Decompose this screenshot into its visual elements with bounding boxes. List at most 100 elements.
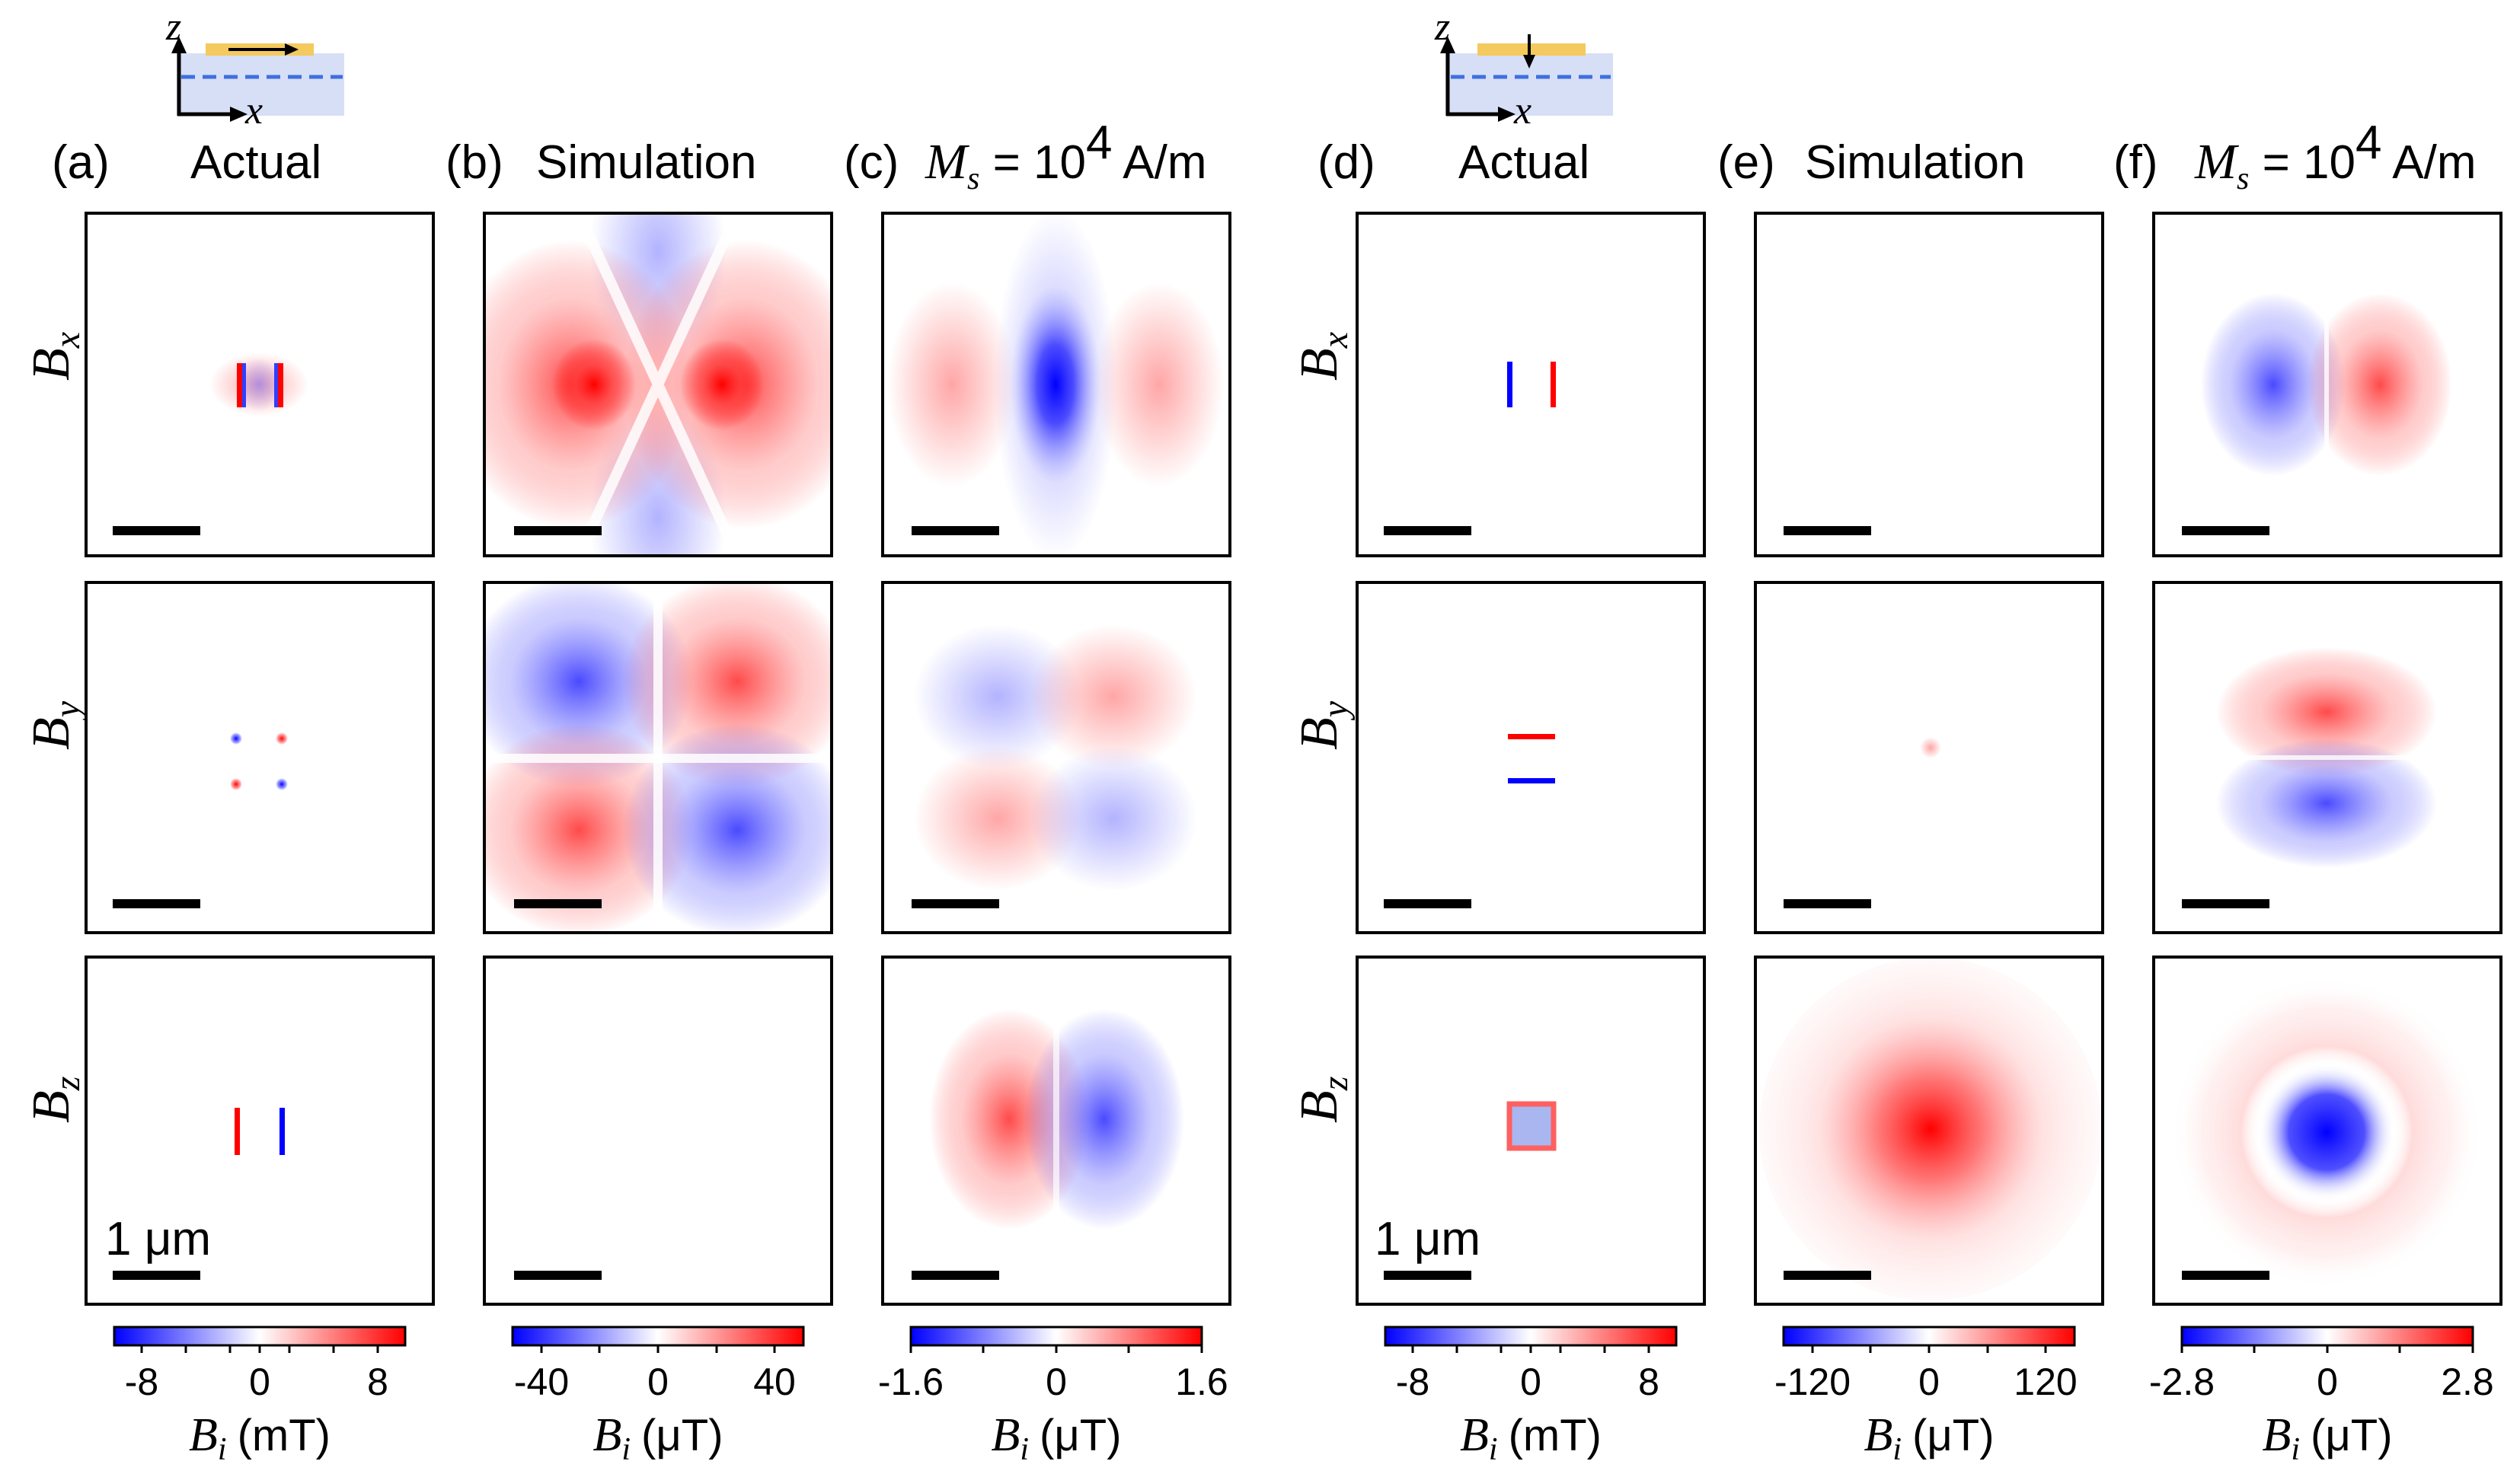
scale-bar [1784,1271,1871,1280]
panel-c-by [914,624,1197,891]
panel-title-b: Simulation [536,136,756,189]
panel-a-bx [209,353,308,416]
panel-frames [85,212,2502,1306]
scale-bar [514,526,602,535]
panel-b-by [484,582,832,933]
panel-d-by [1508,734,1555,783]
frame-c-by [881,581,1231,934]
frame-f-bz [2152,956,2502,1306]
frame-c-bx [881,212,1231,557]
row-label-by-right: By [1290,700,1356,750]
panel-f-bz [2170,976,2483,1288]
panel-title-d: Actual [1458,136,1589,189]
colorbar-tick: 0 [1046,1361,1067,1403]
panel-e-by [1920,737,1941,758]
frame-a-by [85,581,435,934]
colorbar-tick: -120 [1774,1361,1851,1403]
colorbar-label: Bi (μT) [1864,1409,1994,1467]
arrow-right-icon [285,43,299,56]
frame-e-bz [1754,956,2104,1306]
x-axis-label: x [244,89,263,132]
colorbar-tick: 1.6 [1175,1361,1228,1403]
scale-bar-label: 1 μm [1375,1213,1480,1265]
colorbar-tick: 0 [249,1361,270,1403]
colorbar-tick: 0 [1520,1361,1541,1403]
colorbar-e [1782,1326,2076,1347]
panel-b-bx [484,213,832,556]
colorbar-d [1384,1326,1678,1347]
colorbar-tick: 120 [2014,1361,2077,1403]
frame-b-by [483,581,833,934]
colorbar-label: Bi (mT) [189,1409,331,1467]
inset-left: z x [165,5,344,132]
film-right [1477,43,1586,56]
colorbar-tick: 8 [1638,1361,1659,1403]
colorbar-b [511,1326,805,1347]
scale-bar [1384,899,1471,908]
colorbar-c [909,1326,1203,1347]
scale-bar [113,899,200,908]
colorbar-tick: -8 [125,1361,158,1403]
colorbar-tick: -8 [1396,1361,1429,1403]
panel-f-bx [2201,293,2452,476]
scale-bars [113,526,2269,1280]
row-label-bx-right: Bx [1290,332,1356,381]
colorbar-tick: 40 [753,1361,796,1403]
arrow-up-icon [171,37,187,53]
scale-bar [2182,1271,2269,1280]
scale-bar [912,1271,999,1280]
scale-bar-label: 1 μm [105,1213,211,1265]
frame-e-by [1754,581,2104,934]
arrow-right-icon [230,107,248,122]
colorbar-label: Bi (μT) [592,1409,723,1467]
frame-b-bx [483,212,833,557]
row-label-bx-left: Bx [22,332,88,381]
colorbar-tick: -2.8 [2149,1361,2215,1403]
panel-title-f: Ms = 104 A/m [2194,116,2476,196]
column-titles: (a) Actual (b) Simulation (c) Ms = 104 A… [52,116,2476,196]
panel-tag-c: (c) [844,136,899,189]
panel-tag-f: (f) [2113,136,2158,189]
panel-f-by [2212,647,2441,868]
inset-right: z x [1434,5,1613,132]
scale-bar [912,526,999,535]
colorbar-tick: 0 [647,1361,669,1403]
frame-b-bz [483,956,833,1306]
colorbar-tick: 0 [2317,1361,2338,1403]
z-axis-label: z [165,5,181,49]
colorbar-label: Bi (μT) [991,1409,1121,1467]
panel-title-a: Actual [190,136,321,189]
substrate-left [177,53,344,116]
frame-d-by [1356,581,1706,934]
panel-c-bx [887,213,1224,556]
colorbar-tick: 2.8 [2441,1361,2494,1403]
panel-c-bz [929,1005,1184,1233]
panel-title-e: Simulation [1805,136,2025,189]
panel-tag-d: (d) [1317,136,1375,189]
scale-bar [2182,526,2269,535]
scale-bar [514,1271,602,1280]
arrow-up-icon [1440,37,1455,53]
arrow-down-icon [1523,55,1535,69]
scale-bar [912,899,999,908]
scale-bar [1384,1271,1471,1280]
colorbar-a [113,1326,407,1347]
frame-f-by [2152,581,2502,934]
panel-d-bz [1506,1101,1557,1151]
colorbar-tick: -1.6 [878,1361,944,1403]
colorbar-tick: -40 [514,1361,569,1403]
row-label-bz-left: Bz [22,1076,88,1123]
frame-a-bx [85,212,435,557]
colorbar-label: Bi (mT) [1460,1409,1602,1467]
panel-a-bz [235,1108,285,1155]
frame-d-bx [1356,212,1706,557]
scale-bar [1384,526,1471,535]
colorbar-tick: 8 [367,1361,388,1403]
frame-e-bx [1754,212,2104,557]
panel-d-bx [1507,362,1556,407]
panel-a-by [230,732,288,790]
scale-bar [514,899,602,908]
scale-bar [1784,899,1871,908]
row-label-by-left: By [22,700,88,750]
